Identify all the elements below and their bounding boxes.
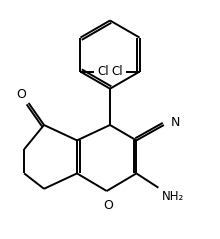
Text: Cl: Cl xyxy=(97,65,109,78)
Text: O: O xyxy=(16,88,26,101)
Text: N: N xyxy=(170,116,180,129)
Text: NH₂: NH₂ xyxy=(162,190,184,203)
Text: Cl: Cl xyxy=(111,65,123,78)
Text: O: O xyxy=(103,199,113,212)
